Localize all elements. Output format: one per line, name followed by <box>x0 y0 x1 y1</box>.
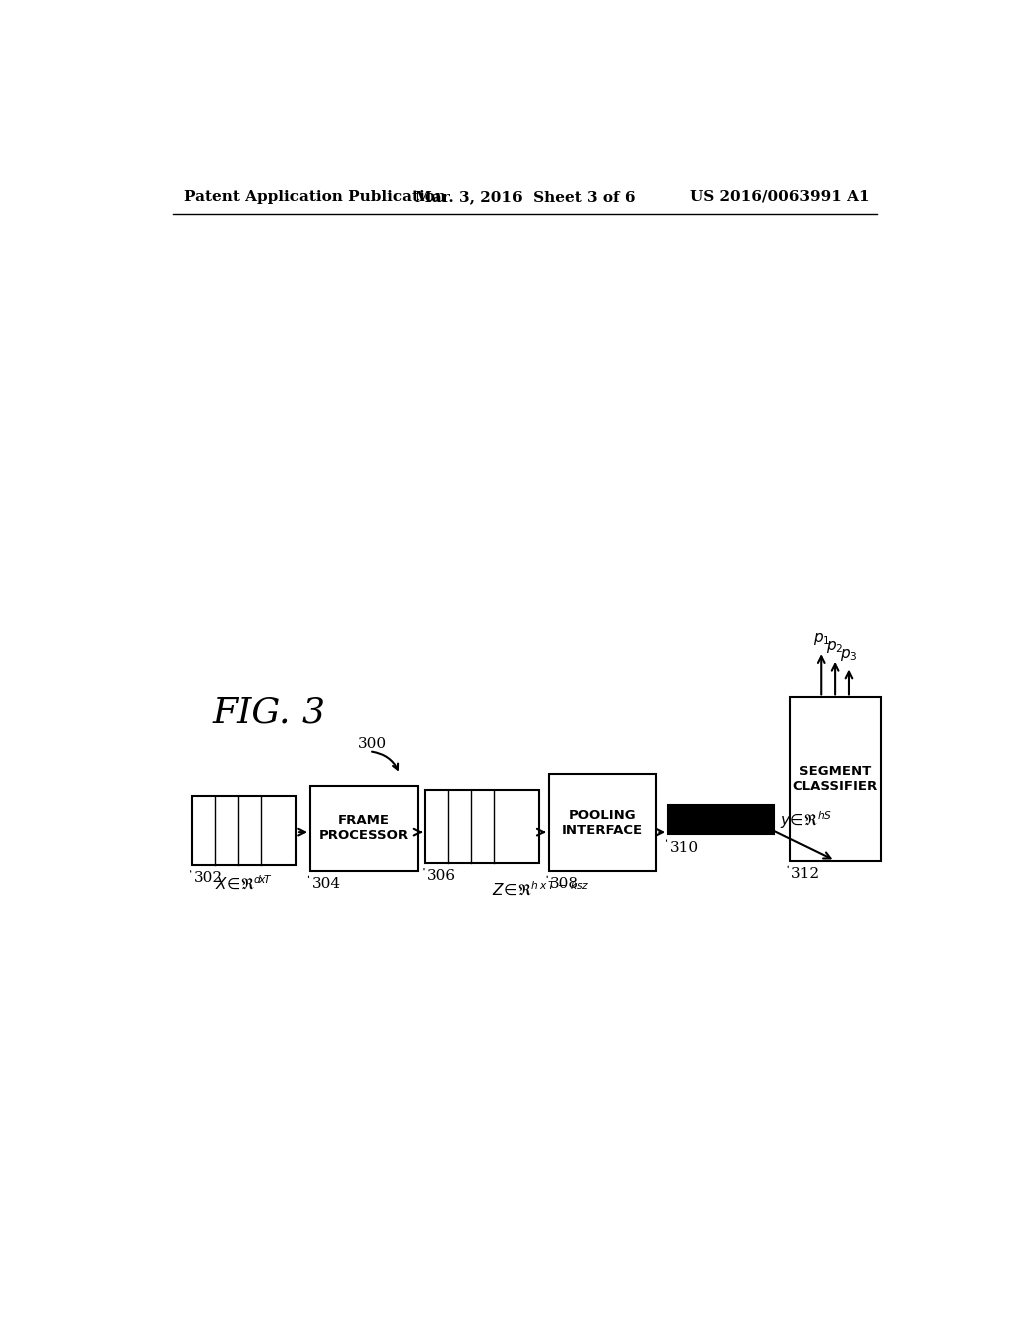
Text: US 2016/0063991 A1: US 2016/0063991 A1 <box>690 190 869 203</box>
Text: 308: 308 <box>550 876 580 891</box>
Text: FIG. 3: FIG. 3 <box>213 696 326 730</box>
Text: POOLING
INTERFACE: POOLING INTERFACE <box>562 809 643 837</box>
Text: $p_3$: $p_3$ <box>840 647 858 663</box>
Bar <box>668 805 774 834</box>
Bar <box>193 796 296 866</box>
Text: 310: 310 <box>670 841 698 854</box>
Text: Patent Application Publication: Patent Application Publication <box>184 190 446 203</box>
Text: $Z\!\in\!\mathfrak{R}^{h\,x\,T\,-\,ksz}$: $Z\!\in\!\mathfrak{R}^{h\,x\,T\,-\,ksz}$ <box>493 880 590 899</box>
Text: $y\!\in\!\mathfrak{R}^{hS}$: $y\!\in\!\mathfrak{R}^{hS}$ <box>780 809 833 830</box>
Text: $p_1$: $p_1$ <box>812 631 830 647</box>
Text: 304: 304 <box>311 876 341 891</box>
Text: 302: 302 <box>194 871 223 886</box>
Text: $X\!\in\!\mathfrak{R}^{d\!x\!T}$: $X\!\in\!\mathfrak{R}^{d\!x\!T}$ <box>215 875 273 892</box>
Text: 312: 312 <box>792 867 820 880</box>
Bar <box>790 697 881 861</box>
Text: 300: 300 <box>357 737 387 751</box>
Text: Mar. 3, 2016  Sheet 3 of 6: Mar. 3, 2016 Sheet 3 of 6 <box>415 190 635 203</box>
Text: SEGMENT
CLASSIFIER: SEGMENT CLASSIFIER <box>793 766 878 793</box>
Text: $p_2$: $p_2$ <box>826 639 844 655</box>
Bar <box>310 785 418 871</box>
Text: FRAME
PROCESSOR: FRAME PROCESSOR <box>318 814 409 842</box>
Bar <box>425 789 540 863</box>
Text: 306: 306 <box>427 869 456 883</box>
Bar <box>549 775 656 871</box>
